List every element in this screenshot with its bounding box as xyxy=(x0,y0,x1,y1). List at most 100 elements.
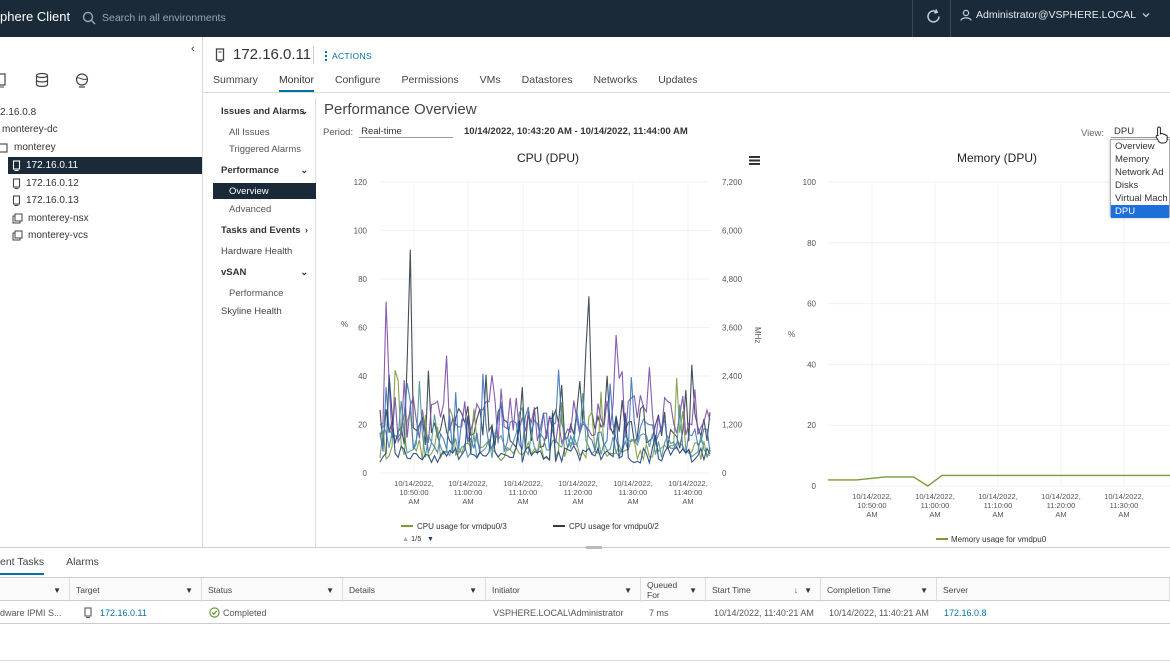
column-header-label: Status xyxy=(208,585,233,595)
period-select[interactable]: Real-time xyxy=(359,126,454,138)
view-option[interactable]: Overview xyxy=(1115,141,1155,152)
filter-icon[interactable]: ▼ xyxy=(689,585,697,595)
column-header[interactable]: Details ▼ xyxy=(343,578,486,602)
target-link[interactable]: 172.16.0.11 xyxy=(100,607,147,618)
tab-datastores[interactable]: Datastores xyxy=(521,74,573,86)
tree-item[interactable]: 172.16.0.12 xyxy=(8,175,79,192)
divider xyxy=(0,660,1170,661)
column-header[interactable]: Initiator ▼ xyxy=(486,578,641,602)
filter-icon[interactable]: ▼ xyxy=(469,585,477,595)
subnav-performance-header[interactable]: Performance ⌄ xyxy=(213,162,316,178)
filter-icon[interactable]: ▼ xyxy=(326,585,334,595)
subnav-advanced[interactable]: Advanced xyxy=(213,201,316,217)
x-tick-label: AM xyxy=(627,497,638,506)
filter-icon[interactable]: ▼ xyxy=(920,585,928,595)
y-tick-label: 100 xyxy=(354,227,368,236)
subnav-triggered-alarms[interactable]: Triggered Alarms xyxy=(213,141,316,157)
chevron-down-icon: ⌄ xyxy=(300,164,308,175)
tab-monitor[interactable]: Monitor xyxy=(278,74,314,92)
table-row[interactable]: dware IPMI S... 172.16.0.11 Completed VS… xyxy=(0,601,1170,624)
view-option[interactable]: Network Ad xyxy=(1115,167,1164,178)
y2-tick-label: 7,200 xyxy=(722,178,743,187)
tree-item-label: monterey-vcs xyxy=(28,230,89,241)
filter-icon[interactable]: ▼ xyxy=(804,585,812,595)
subnav-issues-header[interactable]: Issues and Alarms ⌄ xyxy=(213,103,316,119)
collapse-panel-button[interactable]: ‹ xyxy=(191,43,195,55)
x-tick-label: 10/14/2022, xyxy=(1041,492,1081,501)
y-tick-label: 120 xyxy=(354,178,368,187)
tree-item-label: monterey xyxy=(14,142,56,153)
filter-icon[interactable]: ▼ xyxy=(624,585,632,595)
tab-updates[interactable]: Updates xyxy=(658,74,698,86)
object-tabs: Summary Monitor Configure Permissions VMs Dat… xyxy=(213,74,718,92)
tree-item[interactable]: monterey-nsx xyxy=(8,210,89,227)
splitter-handle[interactable] xyxy=(586,546,602,549)
server-link[interactable]: 172.16.0.8 xyxy=(944,607,987,618)
filter-icon[interactable]: ▼ xyxy=(185,585,193,595)
subnav-hardware-health[interactable]: Hardware Health xyxy=(213,243,316,259)
series-line xyxy=(379,380,711,460)
host-icon xyxy=(12,160,21,171)
completion-time-cell: 10/14/2022, 11:40:21 AM xyxy=(829,607,929,618)
tree-item[interactable]: monterey xyxy=(0,139,56,156)
subnav-vsan-performance[interactable]: Performance xyxy=(213,285,316,301)
column-header[interactable]: Status ▼ xyxy=(202,578,343,602)
tree-item[interactable]: 172.16.0.13 xyxy=(8,192,79,209)
tab-summary[interactable]: Summary xyxy=(213,74,258,86)
tree-item[interactable]: monterey-dc xyxy=(2,121,58,138)
actions-menu-button[interactable]: ACTIONS xyxy=(325,51,372,61)
filter-icon[interactable]: ▼ xyxy=(53,585,61,595)
host-icon xyxy=(12,195,21,206)
legend-label: CPU usage for vmdpu0/2 xyxy=(569,522,659,531)
column-header[interactable]: Server▼ xyxy=(937,578,1170,602)
x-tick-label: 10:50:00 xyxy=(399,488,428,497)
app-title: phere Client xyxy=(0,9,71,24)
sort-descending-icon[interactable]: ↓ xyxy=(793,585,798,595)
column-header[interactable]: Queued For ▼ xyxy=(641,578,706,602)
view-dropdown-menu: Overview Memory Network Ad Disks Virtual Mac… xyxy=(1110,139,1170,218)
storage-view-icon[interactable] xyxy=(34,72,50,88)
refresh-button[interactable] xyxy=(925,8,942,28)
tree-item[interactable]: 172.16.0.11 xyxy=(8,157,202,174)
tree-item-label: 2.16.0.8 xyxy=(0,107,37,118)
subnav-overview[interactable]: Overview xyxy=(213,183,316,199)
tab-configure[interactable]: Configure xyxy=(334,74,381,86)
user-menu[interactable]: Administrator@VSPHERE.LOCAL xyxy=(960,9,1155,21)
column-header[interactable]: ▼ xyxy=(0,578,70,602)
hosts-view-icon[interactable] xyxy=(0,72,10,88)
subnav-label: Tasks and Events xyxy=(221,224,301,236)
y2-tick-label: 3,600 xyxy=(722,324,743,333)
y-tick-label: 20 xyxy=(807,421,816,430)
subnav-skyline-health[interactable]: Skyline Health xyxy=(213,303,316,319)
subnav-vsan-header[interactable]: vSAN ⌄ xyxy=(213,264,316,280)
chevron-down-icon: ⌄ xyxy=(300,105,308,116)
subnav-label: All Issues xyxy=(229,126,270,138)
view-option[interactable]: Disks xyxy=(1115,180,1139,191)
view-option[interactable]: Memory xyxy=(1115,154,1150,165)
divider xyxy=(912,0,913,37)
x-tick-label: AM xyxy=(462,497,473,506)
x-tick-label: 11:10:00 xyxy=(984,501,1013,510)
view-select[interactable]: DPU xyxy=(1111,126,1170,138)
tree-item[interactable]: monterey-vcs xyxy=(8,227,88,244)
network-view-icon[interactable] xyxy=(74,72,90,88)
tab-vms[interactable]: VMs xyxy=(479,74,501,86)
column-header[interactable]: Start Time ▼ ↓ xyxy=(706,578,821,602)
target-cell[interactable]: 172.16.0.11 xyxy=(84,601,194,624)
subnav-all-issues[interactable]: All Issues xyxy=(213,124,316,140)
tab-alarms[interactable]: Alarms xyxy=(66,556,99,568)
view-option[interactable]: DPU xyxy=(1111,205,1169,218)
subnav-tasks-events[interactable]: Tasks and Events › xyxy=(213,222,316,238)
tree-item[interactable]: 2.16.0.8 xyxy=(0,104,36,121)
global-search[interactable]: Search in all environments xyxy=(82,8,226,28)
x-tick-label: 11:00:00 xyxy=(921,501,950,510)
tab-permissions[interactable]: Permissions xyxy=(401,74,459,86)
column-header[interactable]: Target ▼ xyxy=(70,578,202,602)
tab-recent-tasks[interactable]: ent Tasks xyxy=(0,556,45,575)
tab-networks[interactable]: Networks xyxy=(593,74,638,86)
column-header[interactable]: Completion Time ▼ xyxy=(821,578,937,602)
panel-splitter[interactable] xyxy=(0,547,1170,548)
vm-icon xyxy=(12,230,23,241)
view-option[interactable]: Virtual Mach xyxy=(1115,193,1168,204)
refresh-icon xyxy=(927,9,940,23)
